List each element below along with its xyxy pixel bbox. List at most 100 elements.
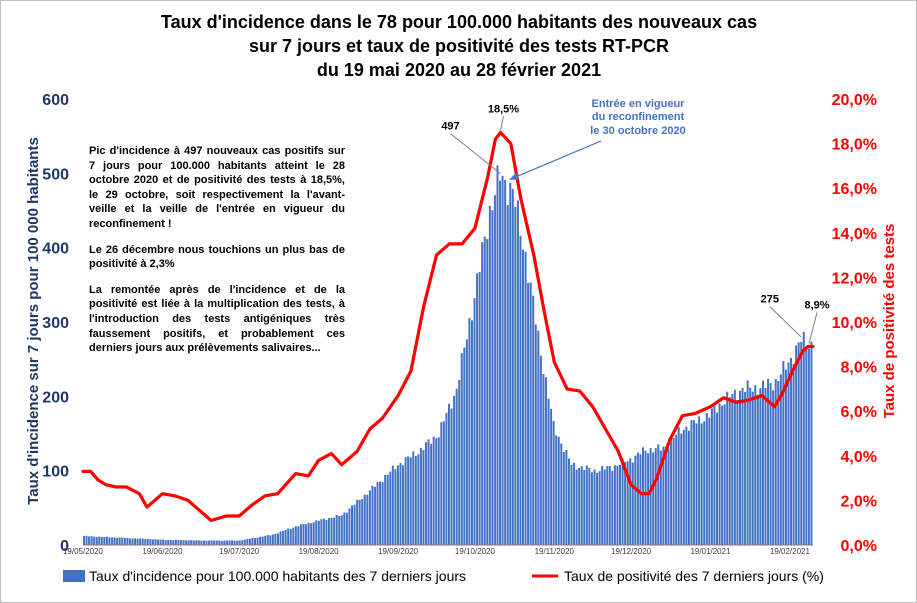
incidence-bar <box>266 535 269 545</box>
incidence-bar <box>552 420 555 545</box>
incidence-bar <box>389 471 392 545</box>
incidence-bar <box>218 540 221 545</box>
incidence-bar <box>95 537 98 545</box>
incidence-bar <box>157 539 160 545</box>
y-axis-right-ticks: 0,0% 2,0% 4,0% 6,0% 8,0% 10,0% 12,0% 14,0% 16,0%… <box>832 92 877 555</box>
incidence-bar <box>88 536 91 545</box>
incidence-bar <box>228 540 231 545</box>
incidence-bar <box>759 388 762 545</box>
incidence-bar <box>672 437 675 545</box>
y-tick-left: 600 <box>42 92 69 109</box>
annotation-text-box: Pic d'incidence à 497 nouveaux cas posit… <box>89 144 345 367</box>
incidence-bar <box>312 522 315 545</box>
x-tick-label: 19/11/2020 <box>535 547 575 556</box>
incidence-bar <box>220 540 223 545</box>
incidence-bar <box>496 165 499 545</box>
incidence-bar <box>795 345 798 545</box>
incidence-bar <box>287 528 290 545</box>
incidence-bar <box>524 251 527 545</box>
incidence-bar <box>644 450 647 545</box>
incidence-bar <box>601 465 604 545</box>
incidence-bar <box>493 195 496 545</box>
incidence-bar <box>562 452 565 545</box>
incidence-bar <box>542 374 545 545</box>
incidence-bar <box>483 236 486 546</box>
incidence-bar <box>652 452 655 545</box>
incidence-bar <box>790 357 793 545</box>
incidence-bar <box>779 374 782 545</box>
incidence-bar <box>98 536 101 545</box>
incidence-bar <box>529 282 532 545</box>
incidence-bar <box>442 421 445 545</box>
incidence-bar <box>259 536 262 545</box>
y-tick-left: 0 <box>60 538 69 555</box>
incidence-bar <box>279 531 282 545</box>
y-tick-right: 20,0% <box>832 92 877 109</box>
incidence-bar <box>687 430 690 545</box>
incidence-bar <box>787 362 790 545</box>
incidence-bar <box>527 282 530 545</box>
incidence-bar <box>532 295 535 545</box>
annotation-paragraph-3: La remontée après de l'incidence et de l… <box>89 283 345 355</box>
incidence-bar <box>603 469 606 545</box>
incidence-bar <box>621 458 624 545</box>
positivity-line <box>81 130 815 523</box>
incidence-bar <box>371 485 374 545</box>
incidence-bar <box>716 412 718 545</box>
incidence-bar <box>302 523 305 545</box>
incidence-bar <box>682 429 685 545</box>
incidence-bar <box>174 539 177 545</box>
incidence-bar <box>169 539 172 545</box>
incidence-bar <box>315 520 318 545</box>
incidence-bar <box>583 470 586 545</box>
incidence-bar <box>468 318 471 545</box>
incidence-bar <box>455 388 458 545</box>
incidence-bar <box>634 455 637 545</box>
incidence-bar <box>233 540 236 545</box>
data-label-497: 497 <box>441 121 459 133</box>
legend-bar-label: Taux d'incidence pour 100.000 habitants … <box>89 568 466 584</box>
incidence-bar <box>111 537 114 545</box>
incidence-bar <box>310 523 313 545</box>
incidence-bar <box>764 387 767 545</box>
incidence-bar <box>624 462 627 545</box>
incidence-bar <box>608 466 611 545</box>
x-tick-label: 19/10/2020 <box>455 547 496 556</box>
incidence-bar <box>550 408 553 545</box>
incidence-bar <box>243 539 246 545</box>
incidence-bar <box>366 494 369 545</box>
incidence-bar <box>718 403 721 545</box>
incidence-bar <box>693 420 696 545</box>
incidence-bar <box>246 538 249 545</box>
incidence-bar <box>807 348 810 545</box>
incidence-bar <box>800 341 803 545</box>
incidence-bar <box>333 517 336 545</box>
incidence-bar <box>307 522 310 545</box>
incidence-bar <box>511 188 514 545</box>
incidence-bar <box>721 405 724 545</box>
x-tick-label: 19/08/2020 <box>299 547 340 556</box>
incidence-bar <box>417 454 420 545</box>
incidence-bar <box>335 514 338 545</box>
y-axis-right-label: Taux de positivité des tests <box>881 224 898 419</box>
incidence-bar <box>797 342 800 545</box>
incidence-bar <box>588 467 591 545</box>
event-arrow-line <box>509 140 602 181</box>
incidence-bar <box>437 437 440 545</box>
incidence-bar <box>164 540 167 545</box>
incidence-bar <box>802 331 805 545</box>
incidence-bar <box>351 505 353 545</box>
incidence-bar <box>749 387 752 545</box>
incidence-bar <box>606 466 609 545</box>
y-tick-right: 0,0% <box>841 538 877 555</box>
chart-title-line-3: du 19 mai 2020 au 28 février 2021 <box>317 60 601 80</box>
incidence-bar <box>647 453 650 545</box>
chart-title-line-1: Taux d'incidence dans le 78 pour 100.000… <box>161 12 757 32</box>
y-tick-left: 400 <box>42 241 69 258</box>
incidence-bar <box>611 470 614 545</box>
incidence-bar <box>210 540 213 545</box>
incidence-bar <box>659 450 662 545</box>
incidence-bar <box>190 540 193 545</box>
incidence-bar <box>276 533 279 545</box>
incidence-bar <box>83 536 85 545</box>
